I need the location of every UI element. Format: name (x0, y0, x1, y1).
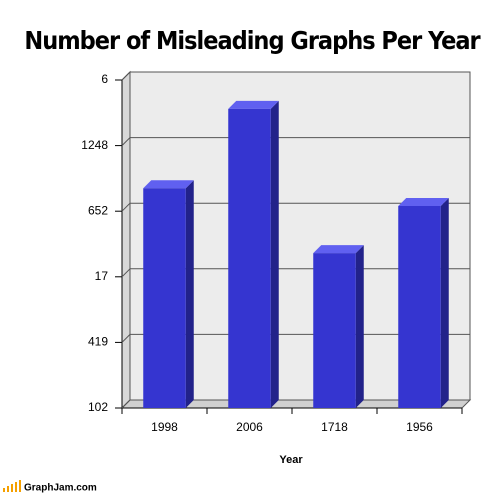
bar (228, 100, 279, 408)
bar (143, 180, 194, 408)
brand-logo (3, 480, 21, 492)
x-tick-label: 2006 (236, 420, 263, 434)
bar-front (143, 188, 186, 408)
bar (398, 197, 449, 408)
grid-line-side (121, 399, 131, 409)
y-tick-label: 419 (88, 335, 108, 349)
y-tick-label: 1248 (81, 138, 108, 152)
brand: GraphJam.com (24, 483, 97, 494)
bar-front (228, 108, 271, 408)
bar (313, 245, 364, 408)
y-tick-label: 17 (95, 269, 109, 283)
bar-side (185, 180, 194, 408)
grid-line-side (121, 137, 131, 146)
bar-side (440, 197, 449, 408)
x-tick-label: 1718 (321, 420, 348, 434)
grid-line-side (121, 334, 131, 343)
x-axis-label: Year (279, 454, 303, 466)
bar-top (313, 245, 364, 254)
bar-top (143, 180, 194, 189)
y-tick-label: 6 (101, 72, 108, 86)
chart-title: Number of Misleading Graphs Per Year (24, 26, 481, 55)
grid-line-side (121, 71, 131, 81)
grid-line-side (121, 202, 131, 212)
bar-side (270, 100, 279, 408)
y-tick-label: 102 (88, 400, 108, 414)
bar-front (398, 205, 441, 408)
bar-front (313, 253, 356, 408)
x-tick-label: 1998 (151, 420, 178, 434)
y-tick-label: 652 (88, 203, 108, 217)
x-tick-label: 1956 (406, 420, 433, 434)
bar-side (355, 245, 364, 408)
grid-line-side (121, 268, 131, 278)
side-wall (121, 70, 131, 410)
bar-top (228, 100, 279, 109)
bar-top (398, 197, 449, 206)
